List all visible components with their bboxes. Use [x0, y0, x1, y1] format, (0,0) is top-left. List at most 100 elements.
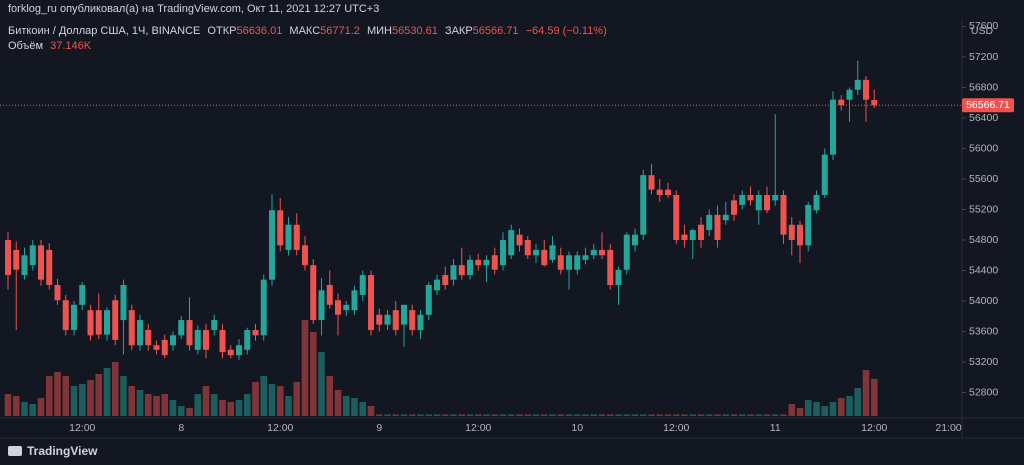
open-value: 56636.01	[236, 25, 283, 37]
volume-bar	[837, 398, 845, 416]
candle-body	[681, 234, 688, 241]
last-price-label: 56566.71	[966, 99, 1010, 111]
currency-label: USD	[971, 25, 994, 37]
candle-body	[846, 89, 853, 100]
candle-body	[425, 284, 432, 315]
candle-body	[359, 275, 366, 295]
candle-body	[137, 320, 143, 346]
volume-bar	[194, 394, 202, 416]
candle-body	[211, 320, 218, 330]
y-tick-label: 56800	[969, 81, 998, 93]
volume-bar	[648, 414, 655, 416]
x-tick-label: 9	[376, 422, 382, 434]
candle-body	[698, 224, 704, 241]
volume-bar	[425, 414, 433, 416]
candle-body	[269, 210, 275, 280]
candle-body	[458, 265, 465, 276]
volume-bar	[606, 414, 614, 416]
candle-body	[335, 300, 341, 315]
close-label: ЗАКР	[444, 25, 473, 37]
candle-body	[260, 279, 267, 336]
volume-bar	[21, 402, 28, 416]
candles	[5, 60, 878, 360]
volume-bar	[359, 402, 367, 416]
volume-bar	[491, 414, 499, 416]
candle-body	[722, 214, 729, 221]
volume-bar	[466, 414, 474, 416]
legend-line: Биткоин / Доллар США, 1Ч, BINANCE ОТКР56…	[8, 25, 611, 37]
volume-bar	[722, 414, 730, 416]
candle-body	[392, 310, 399, 330]
candle-body	[731, 200, 737, 215]
volume-bar	[54, 372, 61, 416]
candle-body	[87, 310, 94, 336]
volume-bar	[12, 396, 20, 416]
candle-body	[244, 329, 251, 350]
volume-bar	[697, 414, 705, 416]
last-price-box	[962, 98, 1014, 113]
candle-body	[417, 314, 424, 330]
volume-bar	[598, 414, 606, 416]
candle-body	[38, 245, 44, 280]
volume-bar	[689, 414, 697, 416]
close-value: 56566.71	[472, 25, 519, 37]
footer-text: TradingView	[27, 444, 98, 458]
candle-body	[483, 259, 490, 266]
volume-bar	[408, 414, 416, 416]
candle-body	[780, 195, 787, 235]
candle-body	[582, 255, 589, 260]
x-tick-label: 12:00	[69, 422, 95, 434]
candle-body	[508, 230, 515, 256]
volume-bar	[136, 390, 144, 416]
candle-body	[252, 329, 259, 336]
candle-body	[401, 304, 407, 325]
volume-bar	[763, 414, 771, 416]
volume-bar	[549, 414, 556, 416]
volume-bar	[854, 388, 862, 416]
volume-legend: Объём 37.146K	[8, 40, 95, 52]
candle-body	[491, 255, 498, 270]
volume-bar	[293, 382, 301, 416]
volume-bar	[285, 396, 292, 416]
volume-bar	[87, 380, 94, 416]
volume-bar	[738, 414, 746, 416]
volume-bar	[375, 414, 383, 416]
volume-bar	[384, 414, 391, 416]
candle-body	[227, 349, 234, 356]
volume-bar	[392, 414, 400, 416]
candle-body	[450, 265, 457, 280]
candle-body	[236, 345, 242, 356]
change: −64.59 (−0.11%)	[525, 25, 607, 37]
volume-bar	[268, 384, 276, 416]
volume-bar	[747, 414, 754, 416]
volume-bar	[483, 414, 490, 416]
volume-bar	[804, 400, 812, 416]
candle-body	[623, 234, 630, 270]
x-tick-label: 11	[770, 422, 781, 434]
volume-bar	[276, 386, 284, 416]
volume-bar	[582, 414, 589, 416]
volume-bar	[103, 368, 111, 416]
high-label: МАКС	[289, 25, 321, 37]
candle-body	[384, 314, 391, 325]
volume-bar	[260, 376, 268, 416]
volume-bar	[788, 404, 796, 416]
volume-bar	[458, 414, 466, 416]
candle-body	[145, 329, 152, 346]
y-tick-label: 52800	[969, 386, 998, 398]
x-tick-label: 8	[178, 422, 184, 434]
candle-body	[640, 175, 647, 235]
candle-body	[739, 195, 746, 205]
volume-bar	[400, 414, 408, 416]
candle-body	[599, 249, 605, 256]
volume-bar	[441, 414, 449, 416]
volume-bar	[813, 402, 820, 416]
volume-bar	[252, 382, 259, 416]
volume-bar	[161, 394, 169, 416]
volume-bar	[29, 404, 37, 416]
candle-body	[533, 249, 539, 256]
volume-bar	[235, 400, 243, 416]
volume-bar	[210, 394, 218, 416]
y-tick-label: 57600	[969, 20, 998, 32]
volume-bar	[128, 386, 136, 416]
